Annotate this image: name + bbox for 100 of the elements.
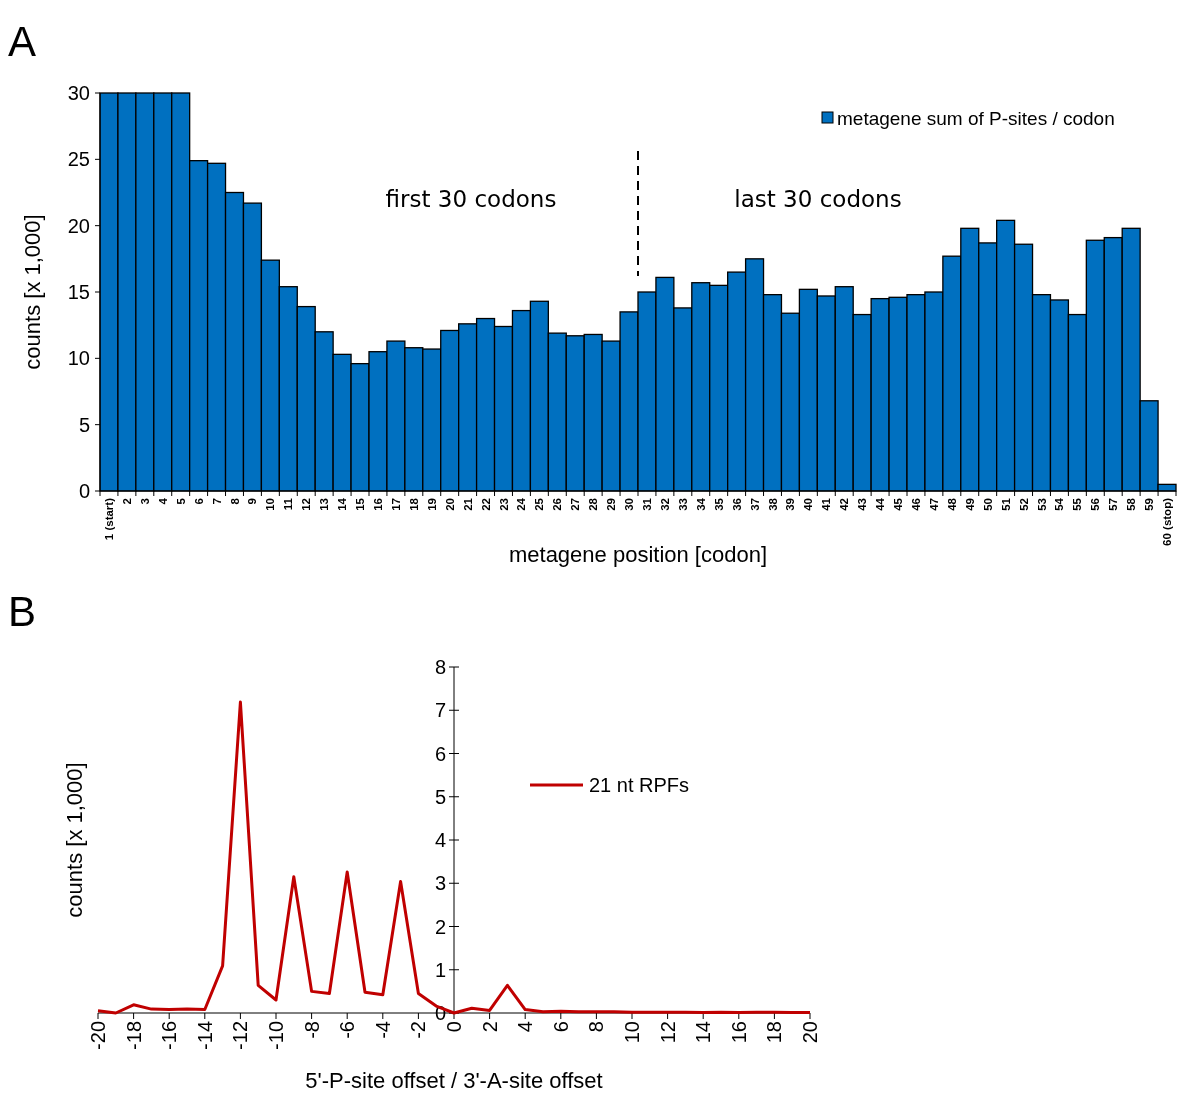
x-tick-label: 8 — [585, 1021, 608, 1033]
x-tick-label: 33 — [676, 498, 689, 511]
x-tick-label: 11 — [282, 497, 295, 511]
x-tick-label: 1 (start) — [102, 497, 115, 541]
y-tick-label: 20 — [67, 214, 90, 237]
y-axis-title: counts [x 1,000] — [20, 214, 45, 370]
annotation: last 30 codons — [734, 186, 902, 212]
chart-title: B — [8, 588, 37, 635]
x-tick-label: 52 — [1017, 498, 1030, 511]
x-tick-label: 29 — [605, 498, 618, 511]
x-tick-label: 51 — [999, 497, 1012, 511]
x-tick-label: 43 — [856, 498, 869, 511]
x-tick-label: 39 — [784, 498, 797, 511]
x-tick-label: 17 — [389, 498, 402, 511]
x-tick-label: 57 — [1107, 498, 1120, 511]
y-tick-label: 30 — [67, 82, 90, 104]
x-tick-label: 34 — [694, 497, 707, 511]
x-tick-label: 21 — [461, 497, 474, 511]
x-tick-label: 41 — [820, 497, 833, 511]
x-tick-label: 0 — [443, 1021, 465, 1033]
x-tick-label: 4 — [514, 1021, 537, 1033]
x-tick-label: 28 — [587, 497, 600, 511]
x-tick-label: 40 — [802, 498, 815, 511]
x-tick-label: -8 — [300, 1021, 323, 1039]
x-tick-label: 53 — [1035, 498, 1048, 511]
x-tick-label: 50 — [981, 498, 994, 511]
y-tick-label: 4 — [434, 829, 446, 851]
x-tick-label: 10 — [621, 1021, 643, 1044]
annotation: first 30 codons — [385, 186, 557, 212]
y-tick-label: 8 — [434, 656, 446, 678]
x-tick-label: 7 — [210, 498, 223, 505]
x-tick-label: 18 — [763, 1021, 786, 1044]
y-tick-label: 6 — [434, 742, 446, 765]
x-tick-label: 20 — [799, 1021, 821, 1044]
x-tick-label: 3 — [138, 498, 151, 505]
x-tick-label: -2 — [407, 1021, 430, 1039]
x-tick-label: 38 — [766, 497, 779, 511]
x-tick-label: 42 — [838, 498, 851, 511]
x-tick-label: 35 — [712, 497, 725, 511]
x-tick-label: 9 — [246, 498, 259, 505]
y-tick-label: 5 — [78, 413, 90, 436]
x-tick-label: 16 — [727, 1021, 750, 1044]
x-tick-label: 25 — [533, 497, 546, 511]
x-axis-title: metagene position [codon] — [508, 542, 768, 567]
x-tick-label: 10 — [264, 498, 277, 511]
x-tick-label: 19 — [425, 498, 438, 511]
x-tick-label: 23 — [497, 498, 510, 511]
legend-label: metagene sum of P-sites / codon — [837, 107, 1115, 129]
x-tick-label: -10 — [265, 1021, 287, 1050]
x-tick-label: 8 — [228, 497, 241, 505]
x-tick-label: 54 — [1053, 497, 1066, 511]
x-tick-label: 30 — [623, 498, 636, 511]
x-tick-label: 56 — [1089, 498, 1102, 511]
y-tick-label: 25 — [67, 148, 90, 171]
x-tick-label: 16 — [371, 498, 384, 511]
y-tick-label: 10 — [67, 347, 90, 370]
x-tick-label: -4 — [371, 1021, 394, 1039]
x-tick-label: 47 — [927, 498, 940, 511]
x-tick-label: 15 — [354, 497, 367, 511]
x-tick-label: 31 — [640, 497, 653, 511]
x-tick-label: 48 — [945, 497, 958, 511]
chart-title: A — [8, 18, 37, 65]
x-tick-label: 2 — [478, 1021, 501, 1033]
y-tick-label: 3 — [434, 872, 446, 895]
x-tick-label: 36 — [730, 498, 743, 511]
y-tick-label: 5 — [434, 785, 446, 808]
x-tick-label: 26 — [551, 498, 564, 511]
x-tick-label: 6 — [549, 1021, 572, 1033]
x-tick-label: 14 — [692, 1021, 715, 1044]
x-tick-label: 14 — [336, 497, 349, 511]
y-tick-label: 2 — [434, 915, 446, 938]
x-tick-label: 46 — [909, 498, 922, 511]
x-tick-label: 12 — [656, 1021, 679, 1044]
x-axis-title: 5'-P-site offset / 3'-A-site offset — [305, 1068, 603, 1093]
x-tick-label: 27 — [569, 498, 582, 511]
x-tick-label: -6 — [336, 1021, 359, 1039]
x-tick-label: 4 — [156, 497, 169, 505]
x-tick-label: 24 — [515, 497, 528, 511]
y-tick-label: 15 — [67, 281, 90, 303]
x-tick-label: 12 — [300, 498, 313, 511]
x-tick-label: -12 — [229, 1021, 252, 1050]
y-tick-label: 1 — [434, 958, 446, 981]
x-tick-label: 2 — [120, 498, 133, 505]
legend-label: 21 nt RPFs — [589, 774, 690, 796]
x-tick-label: -14 — [193, 1021, 216, 1050]
x-tick-label: 6 — [192, 498, 205, 505]
x-tick-label: 37 — [748, 498, 761, 511]
x-tick-label: 45 — [892, 497, 905, 511]
x-tick-label: 18 — [407, 497, 420, 511]
x-tick-label: 20 — [443, 498, 456, 511]
x-tick-label: -18 — [122, 1021, 145, 1050]
x-tick-label: 60 (stop) — [1161, 497, 1174, 546]
y-tick-label: 7 — [434, 699, 446, 722]
x-tick-label: 55 — [1071, 497, 1084, 511]
x-tick-label: 49 — [963, 498, 976, 511]
x-tick-label: 5 — [174, 497, 187, 505]
y-axis-title: counts [x 1,000] — [62, 762, 87, 918]
x-tick-label: 59 — [1143, 498, 1156, 511]
x-tick-label: 32 — [658, 498, 671, 511]
x-tick-label: 58 — [1125, 497, 1138, 511]
